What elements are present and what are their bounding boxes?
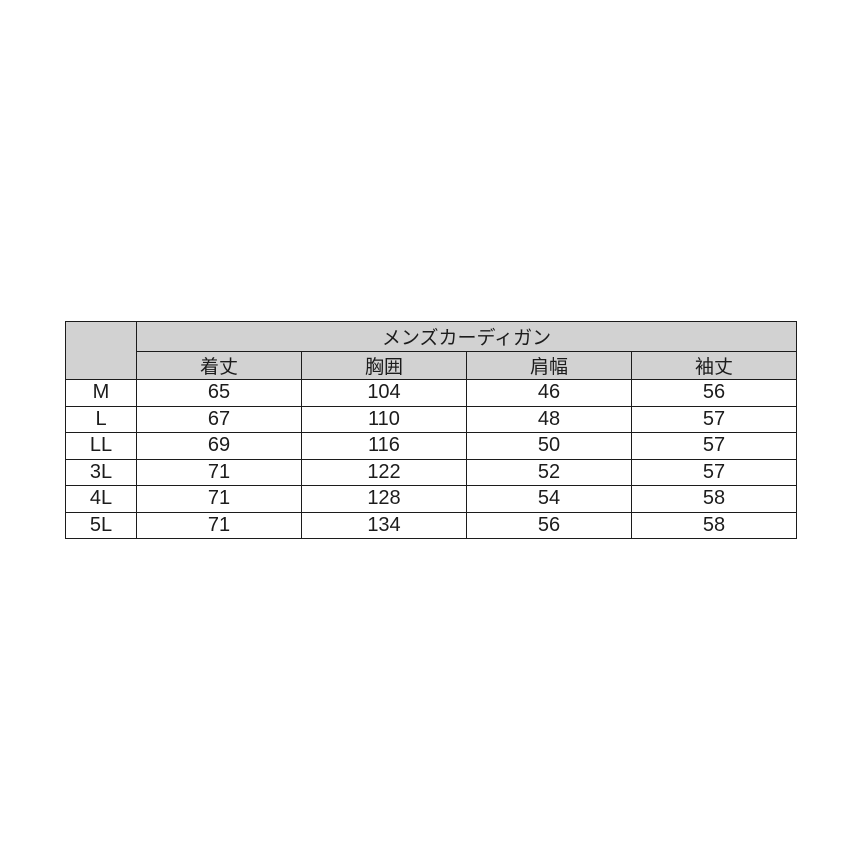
row-label: LL	[65, 432, 137, 460]
column-header-chest: 胸囲	[301, 351, 467, 380]
corner-cell	[65, 321, 137, 380]
table-cell: 69	[136, 432, 302, 460]
table-row-5l: 5L 71 134 56 58	[65, 511, 797, 539]
table-cell: 56	[631, 379, 797, 407]
table-cell: 52	[466, 458, 632, 486]
table-cell: 48	[466, 405, 632, 433]
table-title: メンズカーディガン	[136, 321, 797, 352]
column-header-body-length: 着丈	[136, 351, 302, 380]
table-row-l: L 67 110 48 57	[65, 405, 797, 433]
column-header-sleeve: 袖丈	[631, 351, 797, 380]
table-cell: 50	[466, 432, 632, 460]
row-label: L	[65, 405, 137, 433]
table-row-ll: LL 69 116 50 57	[65, 432, 797, 460]
table-cell: 57	[631, 405, 797, 433]
table-cell: 134	[301, 511, 467, 539]
table-cell: 122	[301, 458, 467, 486]
table-cell: 54	[466, 485, 632, 513]
table-cell: 56	[466, 511, 632, 539]
table-cell: 71	[136, 485, 302, 513]
table-cell: 71	[136, 511, 302, 539]
table-cell: 104	[301, 379, 467, 407]
table-cell: 57	[631, 458, 797, 486]
table-cell: 71	[136, 458, 302, 486]
table-cell: 65	[136, 379, 302, 407]
row-label: 5L	[65, 511, 137, 539]
table-cell: 110	[301, 405, 467, 433]
table-cell: 67	[136, 405, 302, 433]
column-header-shoulder: 肩幅	[466, 351, 632, 380]
row-label: M	[65, 379, 137, 407]
table-title-row: メンズカーディガン	[65, 321, 797, 380]
table-row-3l: 3L 71 122 52 57	[65, 458, 797, 486]
table-cell: 58	[631, 511, 797, 539]
table-cell: 57	[631, 432, 797, 460]
table-cell: 58	[631, 485, 797, 513]
row-label: 4L	[65, 485, 137, 513]
table-row-4l: 4L 71 128 54 58	[65, 485, 797, 513]
table-cell: 46	[466, 379, 632, 407]
table-cell: 128	[301, 485, 467, 513]
size-chart-table: メンズカーディガン 着丈 胸囲 肩幅 袖丈 M 65 104 46 56 L 6…	[65, 321, 797, 539]
column-header-row: 着丈 胸囲 肩幅 袖丈	[66, 351, 797, 380]
row-label: 3L	[65, 458, 137, 486]
table-row-m: M 65 104 46 56	[65, 379, 797, 407]
table-cell: 116	[301, 432, 467, 460]
